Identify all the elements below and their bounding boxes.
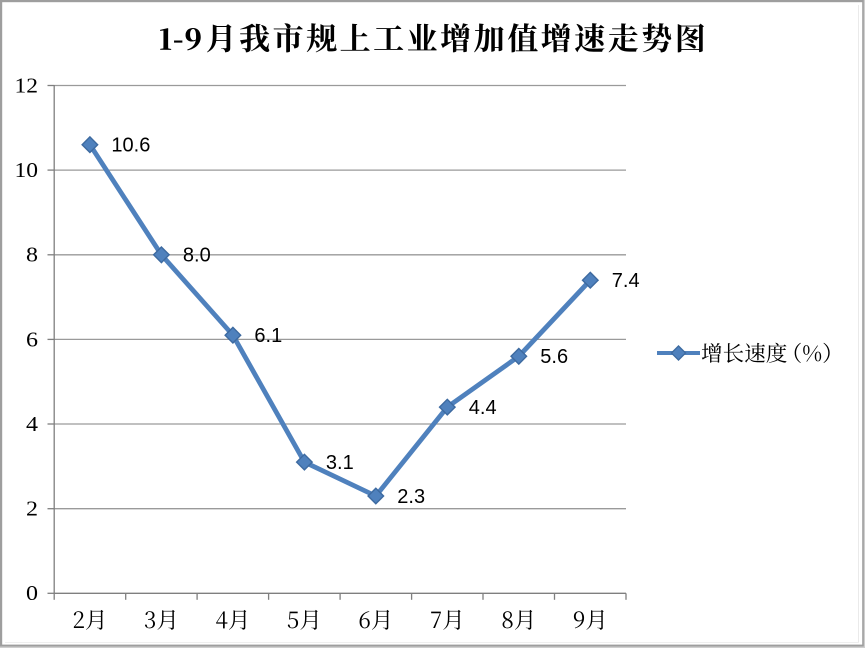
svg-text:7.4: 7.4	[612, 270, 640, 292]
svg-text:2: 2	[26, 497, 38, 521]
svg-text:12: 12	[15, 73, 39, 97]
svg-text:10: 10	[15, 158, 39, 182]
svg-text:6.1: 6.1	[254, 325, 282, 347]
svg-text:8.0: 8.0	[183, 245, 211, 267]
svg-text:10.6: 10.6	[111, 135, 150, 157]
svg-text:4: 4	[26, 412, 39, 436]
svg-text:0: 0	[26, 581, 38, 605]
svg-text:3.1: 3.1	[326, 452, 354, 474]
svg-text:8: 8	[26, 243, 38, 267]
svg-text:5.6: 5.6	[540, 346, 568, 368]
svg-text:4.4: 4.4	[469, 397, 497, 419]
svg-text:6: 6	[26, 327, 38, 351]
svg-text:2.3: 2.3	[397, 486, 425, 508]
